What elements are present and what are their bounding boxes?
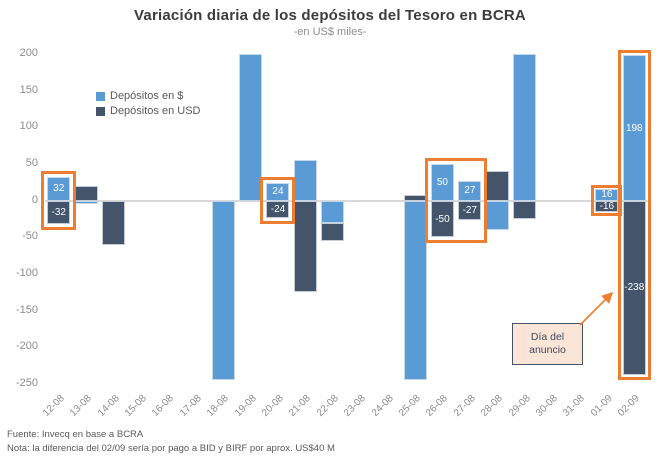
zero-axis-line [45,199,648,202]
bar-value-label: 32 [53,183,65,195]
bar-usd-21-08 [293,200,317,293]
bar-ars-27-08 [458,180,482,201]
bar-ars-22-08 [321,200,345,223]
bar-value-label: -27 [462,205,478,217]
bar-ars-29-08 [513,54,537,201]
y-axis-tick-label: 200 [19,47,38,59]
bar-ars-19-08 [239,54,263,201]
plot-area: 32 24 50 27 16 198 -32 -24 -50 -27 -16 -238 [41,50,651,384]
y-axis-tick-label: 150 [19,83,38,96]
y-axis-tick-label: -100 [15,267,38,279]
y-axis-tick-label: 100 [19,120,38,133]
bar-usd-25-08 [403,194,427,201]
y-axis-tick-label: -200 [15,340,38,353]
bar-usd-14-08 [102,200,126,245]
bar-usd-13-08 [74,186,98,201]
highlight-box [591,184,623,217]
annotation-dia-del-anuncio: Día del anuncio [512,323,583,365]
highlight-box [424,158,488,244]
legend-label-ars: Depósitos en $ [110,90,184,102]
legend-swatch-ars [96,91,105,101]
bar-ars-21-08 [293,160,317,201]
y-axis-tick-label: -50 [22,230,38,243]
highlight-box [260,177,296,225]
y-axis-tick-label: 0 [31,193,38,206]
bar-value-label: 24 [272,186,284,198]
bar-usd-29-08 [513,200,537,219]
footer-note: Nota: la diferencia del 02/09 sería por … [7,442,335,454]
y-axis-tick-label: -150 [15,303,38,316]
legend-label-usd: Depósitos en USD [110,105,201,117]
bar-value-label: 50 [436,176,448,188]
bar-value-label: 198 [625,122,643,134]
bar-usd-26-08 [430,200,454,238]
bar-value-label: -32 [51,206,66,218]
bar-ars-13-08 [74,200,98,204]
bar-value-label: 27 [464,185,476,197]
y-axis-tick-label: -250 [15,377,38,389]
legend: Depósitos en $ Depósitos en USD [96,90,201,120]
footer-source: Fuente: Invecq en base a BCRA [7,429,144,440]
bar-ars-28-08 [485,200,509,230]
bar-value-label: -16 [599,201,615,213]
bar-usd-22-08 [321,222,345,241]
chart-subtitle: -en US$ miles- [293,26,367,38]
bar-value-label: -24 [270,203,286,215]
y-axis-tick-label: 50 [25,157,38,169]
bar-ars-20-08 [266,183,290,201]
bar-usd-20-08 [266,200,290,219]
bar-ars-25-08 [403,200,427,381]
bar-value-label: -50 [435,213,450,225]
bar-ars-12-08 [47,177,71,201]
legend-item-deposits-usd: Depósitos en USD [96,105,201,117]
highlight-box [617,50,651,381]
chart-title: Variación diaria de los depósitos del Te… [134,7,526,24]
bar-usd-28-08 [485,171,509,201]
bar-value-label: 16 [601,189,613,201]
chart-footer: Fuente: Invecq en base a BCRA Nota: la d… [7,428,335,456]
bar-ars-18-08 [211,200,235,381]
legend-item-deposits-ars: Depósitos en $ [96,90,201,102]
legend-swatch-usd [96,106,105,116]
bar-ars-02-09 [622,55,646,201]
bar-usd-27-08 [458,200,482,221]
bar-usd-12-08 [47,200,71,225]
highlight-box [41,171,77,231]
bar-usd-02-09 [622,200,646,376]
bar-value-label: -238 [624,282,645,294]
bar-ars-26-08 [430,164,454,201]
